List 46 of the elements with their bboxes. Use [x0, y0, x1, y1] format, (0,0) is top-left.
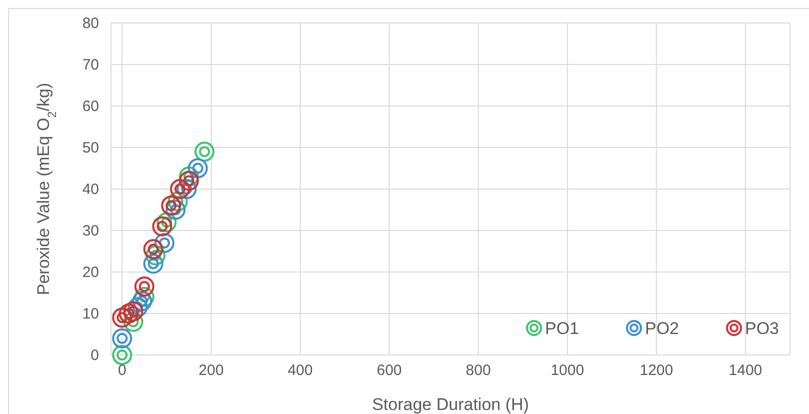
legend-label: PO1 — [545, 319, 580, 338]
point — [112, 328, 132, 348]
point — [188, 158, 208, 178]
y-tick-label: 50 — [82, 140, 99, 156]
y-tick-label: 20 — [82, 264, 99, 281]
point — [143, 254, 164, 274]
x-tick-label: 200 — [198, 362, 224, 379]
point — [132, 291, 152, 312]
point — [178, 170, 199, 191]
point — [156, 212, 177, 232]
point — [168, 191, 188, 212]
y-tick-label: 80 — [82, 15, 99, 32]
x-tick-label: 0 — [118, 362, 126, 379]
point — [123, 312, 144, 332]
y-tick-label: 60 — [82, 98, 99, 115]
point — [134, 286, 154, 307]
point — [128, 297, 148, 318]
point — [166, 200, 186, 220]
x-tick-label: 600 — [376, 362, 402, 379]
point — [161, 196, 182, 216]
point — [146, 245, 166, 266]
x-tick-label: 1200 — [640, 362, 674, 379]
point — [118, 304, 139, 324]
x-tick-label: 1000 — [550, 362, 584, 379]
y-tick-label: 10 — [82, 306, 99, 322]
point — [112, 308, 132, 328]
legend-label: PO2 — [645, 319, 680, 338]
point — [170, 179, 190, 199]
y-tick-label: 70 — [82, 56, 99, 74]
point — [143, 239, 164, 260]
point — [178, 166, 199, 187]
point — [112, 345, 132, 365]
point — [134, 276, 154, 297]
y-tick-label: 30 — [82, 222, 99, 240]
point — [154, 232, 174, 253]
x-axis-title: Storage Duration (H) — [372, 395, 529, 414]
y-tick-label: 0 — [90, 347, 99, 364]
x-tick-label: 800 — [466, 362, 491, 379]
y-tick-label: 40 — [82, 181, 99, 198]
point — [176, 179, 197, 199]
legend-label: PO3 — [745, 319, 780, 338]
point — [123, 301, 144, 322]
x-tick-label: 400 — [288, 362, 313, 379]
point — [194, 142, 214, 162]
point — [152, 216, 172, 236]
x-tick-label: 1400 — [728, 362, 762, 379]
